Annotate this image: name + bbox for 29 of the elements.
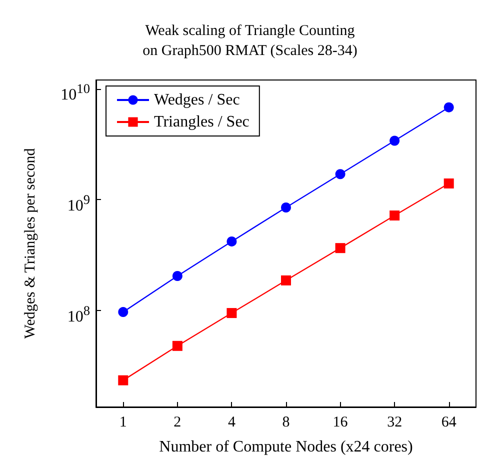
x-tick-label: 4 xyxy=(228,414,236,430)
point xyxy=(335,243,346,254)
point xyxy=(444,178,454,188)
x-tick-label: 16 xyxy=(332,414,348,430)
legend-label: Wedges / Sec xyxy=(154,92,240,108)
point xyxy=(281,275,291,286)
point xyxy=(118,375,128,386)
point xyxy=(444,102,454,112)
point xyxy=(118,307,128,318)
point xyxy=(226,236,237,246)
x-tick-label: 8 xyxy=(282,414,290,430)
y-tick-label: 10$^{8}$ xyxy=(67,302,90,327)
x-tick-label: 1 xyxy=(119,414,127,430)
y-axis-title: Wedges & Triangles per second xyxy=(22,148,38,339)
x-tick-label: 2 xyxy=(174,414,182,430)
point xyxy=(172,270,182,281)
point xyxy=(172,340,182,351)
x-tick-label: 64 xyxy=(441,414,457,430)
x-tick-label: 32 xyxy=(387,414,402,430)
point xyxy=(390,210,400,220)
point xyxy=(281,202,291,212)
legend-label: Triangles / Sec xyxy=(154,114,250,130)
chart-title: Weak scaling of Triangle Counting on Graph500 RMAT (Scales 28-34) xyxy=(142,23,358,59)
point xyxy=(335,169,346,180)
point xyxy=(226,308,237,318)
x-axis-title: Number of Compute Nodes (x24 cores) xyxy=(159,438,413,456)
y-tick-label: 10$^{9}$ xyxy=(67,190,90,216)
point xyxy=(390,136,400,146)
y-tick-label: 10$^{10}$ xyxy=(60,80,90,106)
